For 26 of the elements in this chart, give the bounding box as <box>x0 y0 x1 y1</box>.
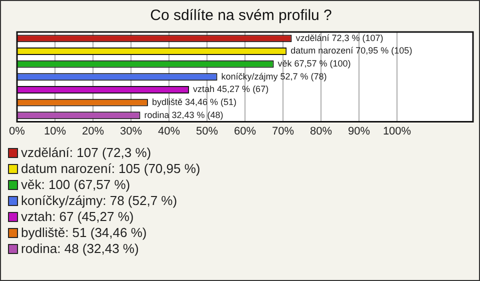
legend-label: vztah: 67 (45,27 %) <box>21 209 134 225</box>
legend-label: datum narození: 105 (70,95 %) <box>21 161 200 177</box>
data-label: datum narození 70,95 % (105) <box>290 46 412 56</box>
chart-title: Co sdílíte na svém profilu ? <box>150 7 332 24</box>
x-tick-label: 10% <box>44 125 66 138</box>
legend-label: vzdělání: 107 (72,3 %) <box>21 145 152 161</box>
data-label: rodina 32,43 % (48) <box>144 110 224 120</box>
x-tick-label: 60% <box>234 125 256 138</box>
x-tick-label: 90% <box>348 125 370 138</box>
x-tick-label: 100% <box>382 125 412 138</box>
data-label: vztah 45,27 % (67) <box>193 84 269 94</box>
legend-label: rodina: 48 (32,43 %) <box>21 241 139 257</box>
legend-label: věk: 100 (67,57 %) <box>21 177 130 193</box>
x-tick-label: 50% <box>196 125 218 138</box>
x-tick-label: 70% <box>272 125 294 138</box>
legend-label: bydliště: 51 (34,46 %) <box>21 225 147 241</box>
x-tick-label: 30% <box>120 125 142 138</box>
x-tick-label: 80% <box>310 125 332 138</box>
data-label: vzdělání 72,3 % (107) <box>296 32 384 43</box>
x-tick-label: 40% <box>158 125 180 138</box>
data-label: bydliště 34,46 % (51) <box>152 97 236 108</box>
x-tick-label: 20% <box>82 125 104 138</box>
data-label: koníčky/zájmy 52,7 % (78) <box>221 71 327 82</box>
x-tick-label: 0% <box>9 125 26 138</box>
data-label: věk 67,57 % (100) <box>278 58 351 69</box>
legend-label: koníčky/zájmy: 78 (52,7 %) <box>21 193 178 209</box>
